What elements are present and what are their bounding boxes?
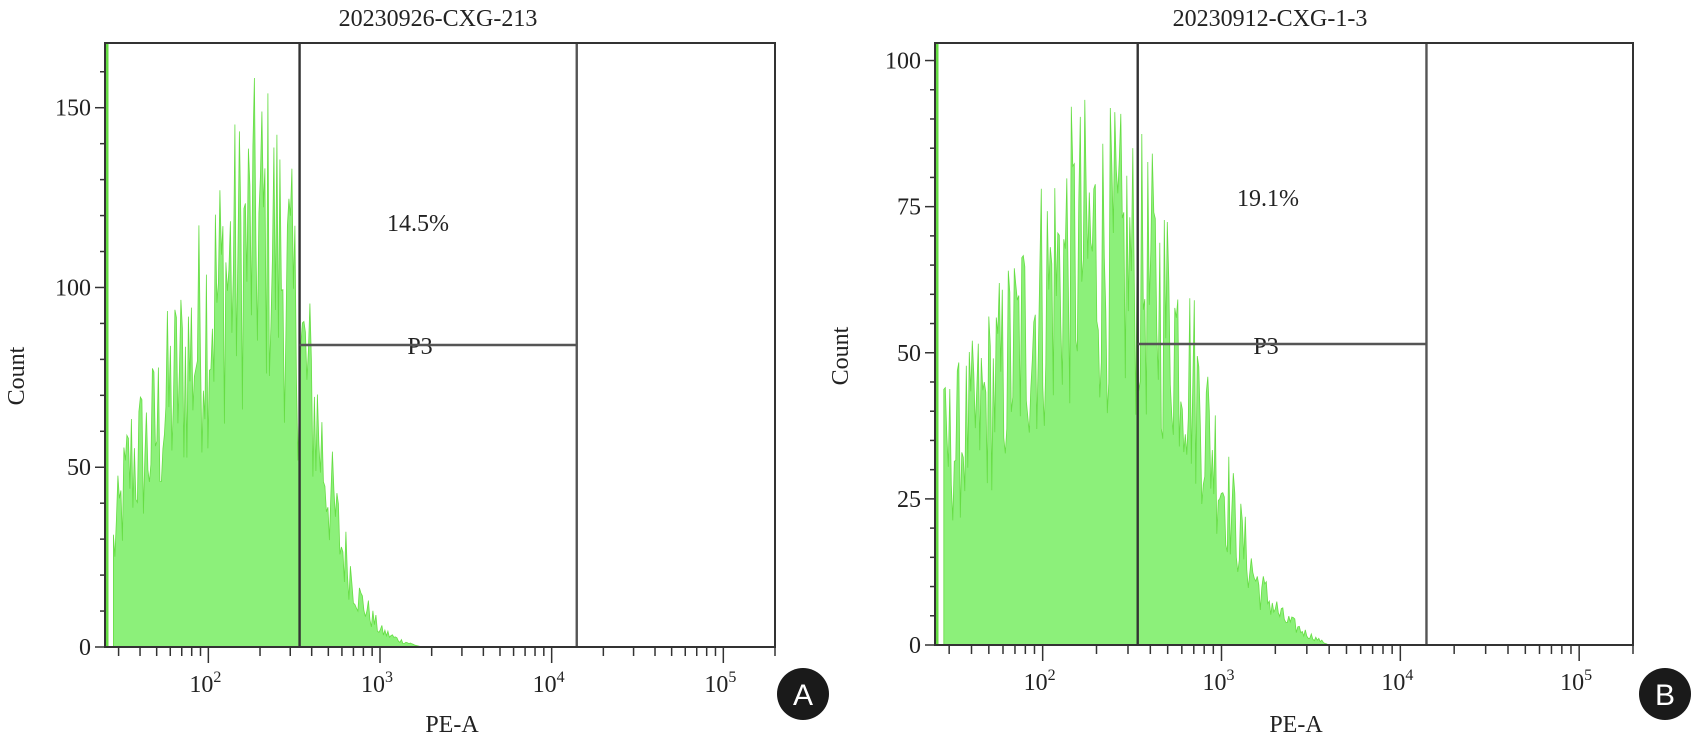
chart-title: 20230926-CXG-213 xyxy=(339,6,538,32)
x-tick-base: 10 xyxy=(1560,670,1584,696)
y-tick-label: 100 xyxy=(885,49,921,75)
x-tick-exponent: 5 xyxy=(1584,667,1592,684)
x-tick-base: 10 xyxy=(189,672,213,698)
x-tick-base: 10 xyxy=(1203,670,1227,696)
panel-label-badge: B xyxy=(1639,668,1691,720)
x-axis-label: PE-A xyxy=(425,712,479,738)
x-tick-exponent: 2 xyxy=(1048,667,1056,684)
y-axis-label: Count xyxy=(4,346,30,405)
y-tick-label: 150 xyxy=(55,96,91,122)
y-tick-label: 25 xyxy=(897,487,921,513)
x-tick-label: 103 xyxy=(361,669,393,698)
histogram-layer xyxy=(105,43,422,648)
x-tick-label: 104 xyxy=(533,669,565,698)
histogram-area xyxy=(943,99,1330,646)
x-tick-exponent: 4 xyxy=(557,669,565,686)
plot-frame xyxy=(104,42,776,648)
x-tick-exponent: 3 xyxy=(1227,667,1235,684)
gate-p3: 19.1% P3 xyxy=(1136,43,1428,645)
x-tick-exponent: 4 xyxy=(1405,667,1413,684)
x-tick-label: 102 xyxy=(1024,667,1056,696)
x-axis-ticks: 102 103 104 105 xyxy=(117,647,776,698)
x-tick-label: 105 xyxy=(1560,667,1592,696)
x-tick-base: 10 xyxy=(533,672,557,698)
gate-percent: 19.1% xyxy=(1237,186,1299,212)
y-tick-label: 75 xyxy=(897,195,921,221)
y-tick-label: 100 xyxy=(55,275,91,301)
chart-title: 20230912-CXG-1-3 xyxy=(1173,6,1368,32)
y-tick-label: 0 xyxy=(79,635,91,661)
gate-name: P3 xyxy=(407,334,432,360)
gate-p3: 14.5% P3 xyxy=(298,43,578,647)
x-tick-exponent: 5 xyxy=(728,669,736,686)
y-tick-label: 0 xyxy=(909,633,921,659)
x-tick-exponent: 2 xyxy=(213,669,221,686)
y-tick-label: 50 xyxy=(67,455,91,481)
y-tick-label: 50 xyxy=(897,341,921,367)
x-tick-exponent: 3 xyxy=(385,669,393,686)
x-tick-base: 10 xyxy=(1381,670,1405,696)
x-tick-label: 105 xyxy=(704,669,736,698)
x-tick-label: 103 xyxy=(1203,667,1235,696)
x-axis-ticks: 102 103 104 105 xyxy=(948,645,1634,696)
panel-label: A xyxy=(793,679,813,712)
y-axis-ticks: 0 50 100 150 xyxy=(55,71,105,661)
x-axis-label: PE-A xyxy=(1269,712,1323,738)
histogram-area xyxy=(113,77,422,648)
x-tick-base: 10 xyxy=(361,672,385,698)
y-axis-label: Count xyxy=(828,326,854,385)
x-tick-label: 104 xyxy=(1381,667,1413,696)
panel-label-circle xyxy=(777,668,829,720)
y-axis-ticks: 0 25 50 75 100 xyxy=(885,49,935,659)
gate-name: P3 xyxy=(1253,334,1278,360)
panel-label: B xyxy=(1655,679,1675,712)
x-tick-base: 10 xyxy=(1024,670,1048,696)
plot-frame xyxy=(934,42,1634,646)
gate-percent: 14.5% xyxy=(387,211,449,237)
panel-label-circle xyxy=(1639,668,1691,720)
x-tick-base: 10 xyxy=(704,672,728,698)
panel-label-badge: A xyxy=(777,668,829,720)
x-tick-label: 102 xyxy=(189,669,221,698)
